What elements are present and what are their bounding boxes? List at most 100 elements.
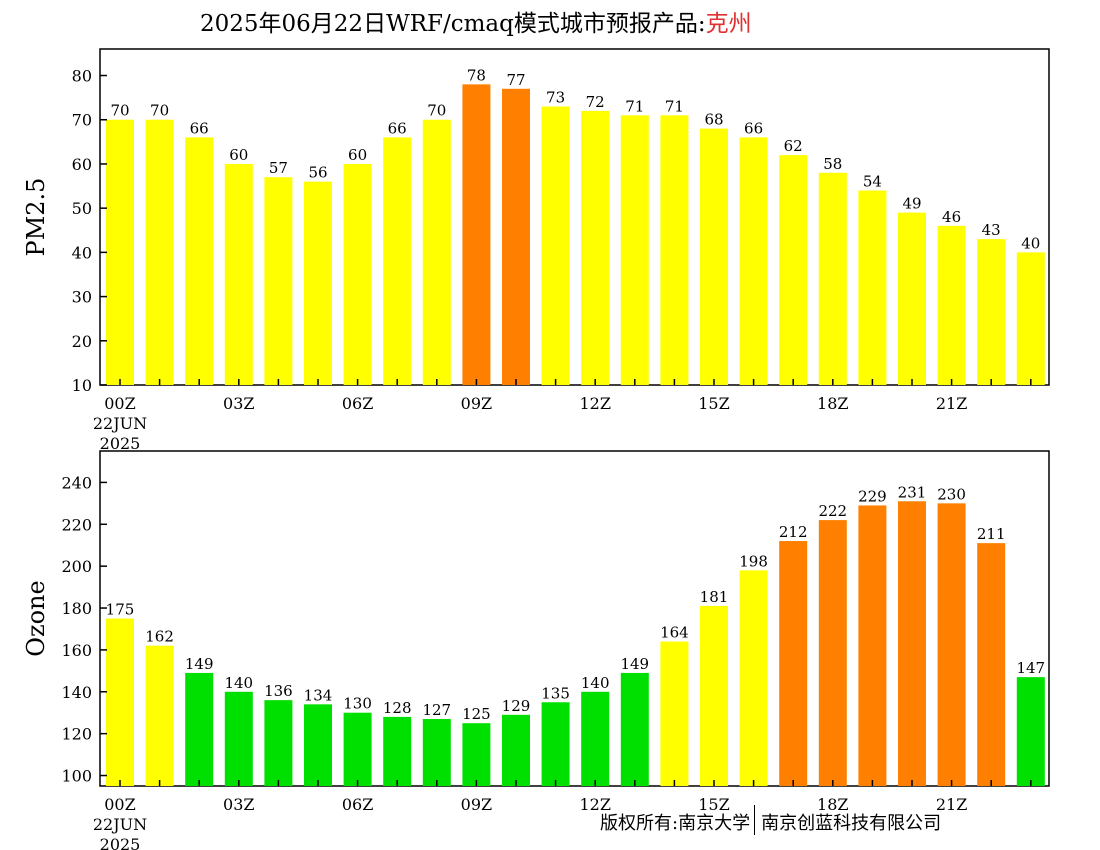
- pm25-x-tick-label: 18Z: [817, 394, 848, 413]
- pm25-x-tick-label: 03Z: [223, 394, 254, 413]
- footer-copyright: 版权所有:南京大学: [600, 813, 751, 834]
- pm25-bar: [304, 181, 332, 385]
- pm25-bar: [224, 163, 253, 385]
- pm25-bar-value-label: 60: [229, 146, 248, 164]
- pm25-y-tick-label: 30: [72, 288, 92, 307]
- pm25-bar: [383, 137, 412, 385]
- ozone-x-tick-label: 06Z: [342, 795, 373, 814]
- pm25-bar: [185, 137, 214, 385]
- ozone-bar: [541, 702, 570, 786]
- ozone-bar: [264, 700, 293, 786]
- pm25-y-tick-label: 50: [72, 199, 92, 218]
- footer-separator: [754, 805, 756, 835]
- ozone-x-tick-label: 03Z: [223, 795, 254, 814]
- pm25-y-axis-label: PM2.5: [22, 178, 50, 257]
- ozone-y-tick-label: 220: [61, 515, 92, 534]
- pm25-x-tick-label: 00Z: [104, 394, 135, 413]
- pm25-plot-frame: [99, 48, 1050, 386]
- pm25-bar: [739, 137, 768, 385]
- pm25-bar-value-label: 66: [744, 119, 763, 137]
- pm25-bar-value-label: 43: [982, 221, 1001, 239]
- ozone-bar: [818, 520, 847, 786]
- ozone-bar-value-label: 147: [1016, 659, 1045, 677]
- pm25-bar-value-label: 54: [863, 172, 882, 190]
- ozone-bar-value-label: 134: [304, 686, 333, 704]
- ozone-bar-value-label: 229: [858, 487, 887, 505]
- ozone-y-axis-label: Ozone: [22, 580, 50, 656]
- pm25-bar-value-label: 60: [348, 146, 367, 164]
- ozone-bar: [304, 704, 332, 786]
- pm25-bar: [343, 163, 372, 385]
- pm25-bar-value-label: 72: [586, 93, 605, 111]
- pm25-x-tick-label: 09Z: [461, 394, 492, 413]
- ozone-bar: [977, 543, 1006, 786]
- ozone-y-tick-label: 180: [61, 599, 92, 618]
- pm25-y-tick-label: 20: [72, 332, 92, 351]
- pm25-x-date-label: 2025: [100, 434, 141, 453]
- pm25-bar: [1016, 252, 1045, 385]
- ozone-y-tick-label: 160: [61, 641, 92, 660]
- pm25-y-tick-label: 10: [72, 376, 92, 395]
- ozone-bar-value-label: 198: [739, 552, 768, 570]
- pm25-bar-value-label: 68: [704, 111, 723, 129]
- pm25-bar: [106, 119, 134, 385]
- ozone-bar-value-label: 231: [898, 483, 927, 501]
- ozone-y-tick-label: 240: [61, 473, 92, 492]
- ozone-x-tick-label: 12Z: [579, 795, 610, 814]
- ozone-x-tick-label: 00Z: [104, 795, 135, 814]
- pm25-bar: [502, 88, 530, 385]
- ozone-bar-value-label: 129: [502, 697, 531, 715]
- pm25-y-tick-label: 80: [72, 67, 92, 86]
- ozone-bar-value-label: 130: [343, 695, 372, 713]
- footer-company: 南京创蓝科技有限公司: [761, 813, 942, 834]
- pm25-x-tick-label: 15Z: [698, 394, 729, 413]
- pm25-bar: [898, 212, 926, 385]
- pm25-bar: [581, 110, 610, 385]
- footer-credit: 版权所有:南京大学 南京创蓝科技有限公司: [600, 805, 942, 839]
- ozone-plot-frame: [99, 450, 1050, 787]
- ozone-bar: [185, 672, 214, 786]
- ozone-bar-value-label: 140: [224, 674, 253, 692]
- pm25-y-tick-label: 60: [72, 155, 92, 174]
- pm25-bar: [620, 115, 649, 385]
- ozone-bar-value-label: 222: [818, 502, 847, 520]
- ozone-bar: [700, 605, 728, 786]
- pm25-bar-value-label: 66: [388, 119, 407, 137]
- pm25-bar: [422, 119, 451, 385]
- ozone-bar: [779, 541, 808, 786]
- pm25-bar: [145, 119, 174, 385]
- ozone-y-tick-label: 140: [61, 683, 92, 702]
- ozone-y-tick-label: 100: [61, 767, 92, 786]
- pm25-bar-value-label: 70: [427, 102, 446, 120]
- ozone-bar: [106, 618, 134, 786]
- ozone-bar-value-label: 125: [462, 705, 491, 723]
- ozone-bar: [581, 691, 610, 786]
- ozone-bar: [1016, 677, 1045, 786]
- ozone-bar: [343, 712, 372, 786]
- ozone-y-tick-label: 120: [61, 725, 92, 744]
- pm25-bar-value-label: 71: [625, 97, 644, 115]
- pm25-bar-value-label: 62: [784, 137, 803, 155]
- pm25-x-tick-label: 12Z: [579, 394, 610, 413]
- pm25-bar-value-label: 71: [665, 97, 684, 115]
- ozone-bar: [502, 714, 530, 786]
- ozone-bar: [739, 570, 768, 786]
- pm25-bar: [818, 172, 847, 385]
- pm25-bar: [462, 84, 491, 386]
- pm25-bar-value-label: 57: [269, 159, 288, 177]
- ozone-x-tick-label: 21Z: [936, 795, 967, 814]
- ozone-bar-value-label: 149: [620, 655, 649, 673]
- ozone-bar: [858, 505, 887, 786]
- ozone-bar-value-label: 212: [779, 523, 808, 541]
- pm25-bar: [264, 177, 293, 385]
- chart-title: 2025年06月22日WRF/cmaq模式城市预报产品:克州: [200, 4, 752, 38]
- pm25-bar-value-label: 77: [506, 71, 525, 89]
- ozone-bar: [224, 691, 253, 786]
- ozone-bar-value-label: 149: [185, 655, 214, 673]
- ozone-bar-value-label: 140: [581, 674, 610, 692]
- ozone-bar: [383, 716, 412, 786]
- ozone-bar: [660, 641, 689, 786]
- pm25-bar-value-label: 58: [823, 155, 842, 173]
- ozone-bar-value-label: 162: [145, 628, 174, 646]
- pm25-bar-value-label: 46: [942, 208, 961, 226]
